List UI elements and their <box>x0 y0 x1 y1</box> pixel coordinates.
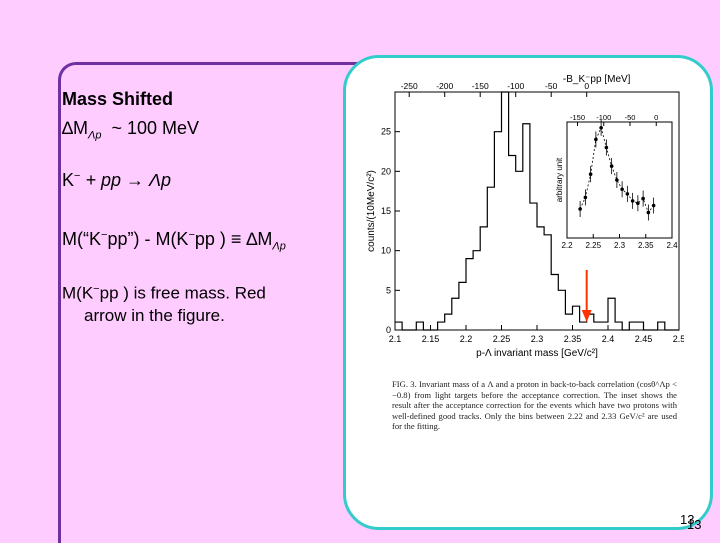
inset-top-tick-label: 0 <box>654 113 658 122</box>
red-arrow-head <box>581 310 592 322</box>
left-panel-border <box>58 62 361 543</box>
reaction-line: K− + pp → Λp <box>62 170 172 190</box>
y-tick-label: 20 <box>381 166 391 176</box>
page-number: 13 <box>680 512 695 527</box>
x-tick-label: 2.1 <box>389 334 402 344</box>
inset-data-point <box>599 126 603 130</box>
x-tick-label: 2.15 <box>422 334 440 344</box>
mass-shifted-heading: Mass Shifted <box>62 89 174 109</box>
histogram-line <box>395 91 679 331</box>
inset-data-point <box>651 203 656 208</box>
y-tick-label: 25 <box>381 127 391 137</box>
inset-data-point <box>583 195 588 200</box>
inset-top-tick-label: -100 <box>596 113 611 122</box>
x-tick-label: 2.35 <box>564 334 582 344</box>
inset-data-point <box>604 145 609 150</box>
top-axis-label: -B_K⁻pp [MeV] <box>563 74 631 85</box>
inset-fit-curve <box>579 126 654 214</box>
x-tick-label: 2.25 <box>493 334 511 344</box>
inset-data-point <box>615 178 619 182</box>
x-tick-label: 2.4 <box>602 334 615 344</box>
inset-data-point <box>578 207 582 211</box>
page-number-shadow: 13 <box>687 517 702 532</box>
top-tick-label: 0 <box>584 81 589 91</box>
top-tick-label: -150 <box>472 81 489 91</box>
invariant-mass-histogram: 2.1 2.15 2.2 2.25 2.3 2.35 2.4 2.45 2.5 0 5 10 15 20 2… <box>362 70 684 360</box>
x-tick-label: 2.3 <box>531 334 544 344</box>
inset-frame <box>566 121 673 239</box>
top-tick-label: -250 <box>401 81 418 91</box>
delta-m-line: ∆MΛp ~ 100 MeV <box>62 118 200 142</box>
free-mass-note: M(K−pp ) is free mass. Red arrow in the … <box>62 283 266 325</box>
y-tick-label: 0 <box>386 325 391 335</box>
inset-x-tick-label: 2.25 <box>585 241 601 250</box>
inset-x-tick-label: 2.2 <box>561 241 573 250</box>
inset-data-point <box>636 201 640 205</box>
inset-data-point <box>620 187 624 192</box>
top-tick-label: -100 <box>507 81 524 91</box>
inset-top-tick-label: -50 <box>625 113 636 122</box>
x-axis-label: p-Λ invariant mass [GeV/c²] <box>476 348 598 359</box>
inset-data-point <box>588 172 593 176</box>
x-tick-label: 2.45 <box>635 334 653 344</box>
top-tick-label: -200 <box>436 81 453 91</box>
x-tick-label: 2.5 <box>673 334 684 344</box>
inset-data-point <box>609 164 614 168</box>
inset-top-tick-label: -150 <box>570 113 585 122</box>
y-axis-label: counts/(10MeV/c²) <box>366 170 377 252</box>
inset-x-tick-label: 2.4 <box>666 241 678 250</box>
inset-x-tick-label: 2.3 <box>614 241 626 250</box>
y-tick-label: 5 <box>386 285 391 295</box>
inset-data-point <box>641 196 645 201</box>
inset-x-tick-label: 2.35 <box>638 241 654 250</box>
inset-data-point <box>646 210 651 215</box>
x-tick-label: 2.2 <box>460 334 473 344</box>
inset-data-point <box>630 199 635 203</box>
mass-definition-line: M(“K−pp”) - M(K−pp ) ≡ ∆MΛp <box>62 229 286 253</box>
inset-y-axis-label: arbitrary unit <box>555 157 564 202</box>
top-tick-label: -50 <box>545 81 558 91</box>
y-tick-label: 15 <box>381 206 391 216</box>
y-tick-label: 10 <box>381 246 391 256</box>
inset-data-point <box>625 192 630 196</box>
figure-caption: FIG. 3. Invariant mass of a Λ and a prot… <box>392 379 677 432</box>
inset-data-point <box>594 137 598 142</box>
